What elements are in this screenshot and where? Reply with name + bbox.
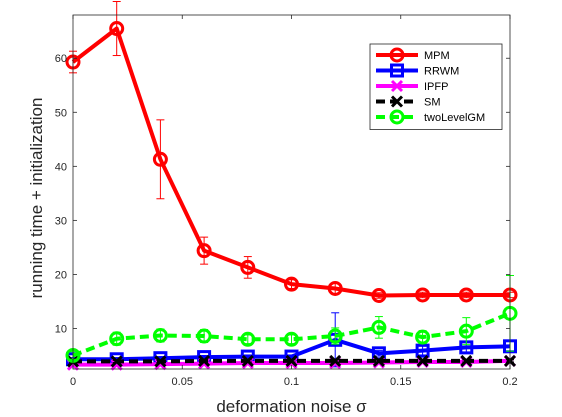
series-line: [71, 26, 510, 298]
marker-stroke: [154, 355, 167, 368]
legend-swatch-marker: [389, 109, 405, 125]
legend: MPM RRWM IPFP SM twoLevelGM: [369, 43, 503, 130]
legend-item-SM: SM: [376, 95, 441, 109]
data-point: [241, 354, 254, 367]
y-tick-label: 20: [55, 269, 67, 281]
legend-item-MPM: MPM: [376, 47, 450, 63]
data-point: [240, 331, 256, 347]
marker-stroke: [241, 354, 254, 367]
legend-swatch-marker: [389, 47, 405, 63]
x-axis-label: deformation noise σ: [216, 397, 367, 416]
legend-swatch-marker: [390, 63, 404, 78]
marker-stroke: [460, 354, 473, 367]
data-point: [371, 287, 387, 303]
series-line: [72, 311, 511, 358]
legend-item-IPFP: IPFP: [376, 79, 448, 93]
legend-item-twoLevelGM: twoLevelGM: [376, 109, 485, 125]
marker-stroke: [372, 354, 385, 367]
marker-stroke: [329, 354, 342, 367]
data-point: [458, 323, 474, 339]
y-tick-label: 30: [55, 215, 67, 227]
legend-label: IPFP: [424, 81, 448, 93]
data-point: [415, 329, 431, 345]
y-tick-label: 40: [55, 161, 67, 173]
data-point: [285, 354, 298, 367]
data-point: [327, 280, 343, 296]
data-point: [196, 243, 212, 259]
y-axis-label: running time + initialization: [27, 98, 46, 299]
data-point: [196, 328, 212, 344]
data-point: [458, 287, 474, 303]
legend-label: RRWM: [424, 66, 459, 78]
data-point: [416, 354, 429, 367]
series-layer: [65, 0, 518, 371]
data-point: [284, 276, 299, 292]
y-tick-label: 50: [55, 107, 67, 119]
data-point: [460, 354, 473, 367]
data-point: [240, 259, 256, 275]
y-tick-label: 60: [55, 53, 67, 65]
data-point: [152, 327, 168, 343]
legend-label: twoLevelGM: [424, 112, 485, 124]
data-point: [109, 331, 125, 347]
x-tick-label: 0.15: [390, 376, 411, 388]
legend-item-RRWM: RRWM: [376, 63, 459, 78]
data-point: [372, 354, 385, 367]
marker-stroke: [390, 95, 404, 108]
data-point: [329, 354, 342, 367]
x-tick-label: 0.05: [172, 376, 193, 388]
marker-stroke: [285, 354, 298, 367]
marker-stroke: [110, 355, 123, 368]
data-point: [415, 287, 431, 303]
x-tick-label: 0: [70, 376, 76, 388]
legend-label: MPM: [424, 50, 450, 62]
x-tick-label: 0.1: [284, 376, 299, 388]
data-point: [327, 328, 343, 344]
marker-stroke: [416, 354, 429, 367]
legend-swatch-marker: [390, 79, 404, 93]
data-point: [109, 21, 125, 37]
marker-stroke: [390, 79, 404, 93]
data-point: [371, 319, 387, 335]
data-point: [154, 355, 167, 368]
data-point: [152, 151, 168, 167]
data-point: [110, 355, 123, 368]
legend-swatch-marker: [390, 95, 404, 108]
series-line: [73, 337, 511, 362]
legend-label: SM: [424, 97, 441, 109]
data-point: [284, 331, 299, 347]
series-twoLevelGM: [65, 275, 518, 363]
data-point: [415, 343, 430, 358]
series-SM: [66, 354, 517, 368]
y-tick-label: 10: [55, 323, 67, 335]
x-tick-label: 0.2: [502, 376, 517, 388]
marker-stroke: [198, 354, 211, 367]
data-point: [198, 354, 211, 367]
axes-layer: 0 0.05 0.1 0.15 0.2 10 20 30 40 50 60: [55, 14, 518, 388]
